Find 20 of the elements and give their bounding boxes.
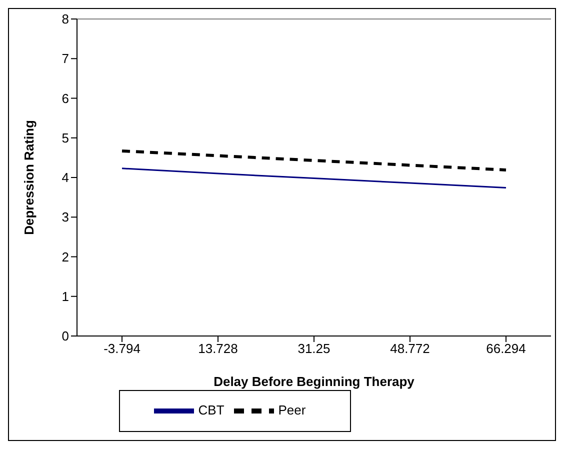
x-tick-label: 13.728 (198, 341, 238, 356)
y-tick-label: 7 (62, 51, 69, 66)
legend-label: CBT (198, 402, 224, 418)
x-axis-title: Delay Before Beginning Therapy (214, 374, 416, 389)
legend-label: Peer (278, 402, 306, 418)
y-tick-label: 1 (62, 288, 69, 304)
line-series (120, 149, 508, 172)
y-tick-label: 0 (62, 328, 69, 344)
y-tick-label: 3 (62, 210, 69, 225)
x-tick-label: 31.25 (298, 341, 330, 356)
x-tick-label: 66.294 (486, 341, 526, 356)
y-tick-label: 6 (62, 90, 69, 106)
x-tick-label: -3.794 (104, 341, 140, 356)
y-axis-title: Depression Rating (22, 120, 37, 235)
y-tick-label: 4 (62, 170, 69, 186)
line-series (121, 168, 507, 189)
x-tick-label: 48.772 (390, 341, 430, 356)
y-tick-label: 5 (62, 130, 69, 146)
y-tick-label: 8 (62, 12, 69, 27)
y-tick-label: 2 (62, 249, 69, 264)
